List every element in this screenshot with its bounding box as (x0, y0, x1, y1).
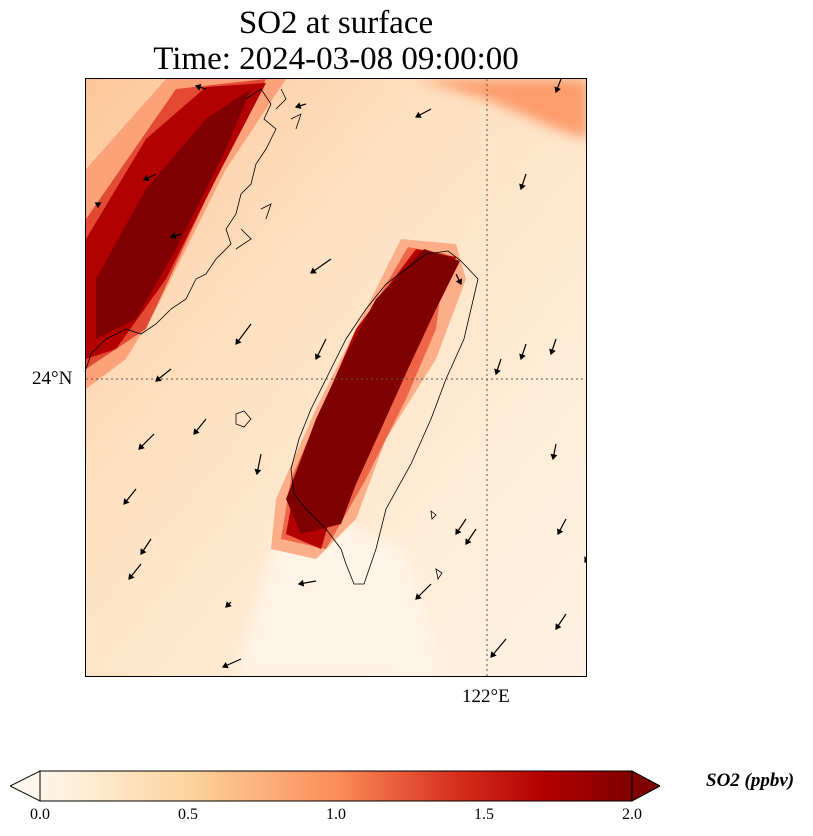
lat-tick-label: 24°N (32, 368, 73, 389)
wind-arrow-head (555, 623, 562, 630)
map-title: SO2 at surface (238, 5, 434, 41)
wind-arrow-head (519, 353, 526, 361)
nw-plume-core (96, 89, 251, 339)
penghu-islands (235, 410, 252, 428)
wind-arrow-head (254, 468, 262, 476)
taiwan-plume (271, 239, 466, 559)
wind-arrow-head (194, 84, 202, 91)
wind-arrow-head (554, 86, 561, 94)
colorbar-tick-label: 2.0 (622, 806, 642, 823)
small-islands (430, 510, 443, 581)
coastal-islands (235, 88, 302, 250)
wind-arrow-head (140, 548, 147, 555)
coastlines (86, 88, 479, 585)
wind-arrow-head (193, 428, 200, 435)
wind-arrow-head (155, 375, 162, 382)
wind-arrow-head (138, 443, 145, 450)
nw-plume (86, 79, 286, 389)
wind-arrow-head (415, 593, 422, 600)
wind-arrow-head (414, 111, 422, 118)
wind-arrow-head (297, 579, 305, 587)
map-panel (85, 78, 587, 677)
colorbar-gradient (39, 770, 633, 802)
wind-arrow-head (310, 267, 317, 274)
colorbar-tick-label: 1.0 (326, 806, 346, 823)
wind-arrow-head (465, 538, 472, 545)
lon-tick-label: 122°E (462, 686, 510, 707)
wind-arrow-head (584, 556, 586, 564)
wind-arrow-head (557, 528, 564, 536)
taiwan-coast (290, 250, 479, 585)
wind-arrow-head (142, 174, 150, 182)
colorbar-tick-label: 0.0 (30, 806, 50, 823)
wind-arrow-head (169, 232, 177, 239)
wind-arrow-head (519, 183, 526, 191)
wind-arrow-head (455, 528, 462, 535)
gridlines (86, 79, 586, 676)
map-time-subtitle: Time: 2024-03-08 09:00:00 (153, 41, 519, 77)
so2-field-map (86, 79, 586, 676)
wind-arrow-head (314, 353, 322, 361)
colorbar-extend-min (10, 770, 41, 802)
china-coast (86, 88, 277, 370)
wind-arrow-head (490, 651, 497, 658)
colorbar-label: SO2 (ppbv) (706, 770, 795, 791)
colorbar-tick-label: 1.5 (474, 806, 494, 823)
wind-arrow-head (128, 573, 135, 580)
ne-band (416, 79, 586, 139)
wind-arrow-head (494, 368, 501, 376)
wind-arrow-head (123, 498, 130, 505)
wind-arrow-head (294, 102, 302, 109)
colorbar (10, 770, 660, 802)
wind-arrow-head (94, 202, 102, 209)
wind-vectors (94, 79, 586, 669)
colorbar-tick-label: 0.5 (178, 806, 198, 823)
colorbar-extend-max (631, 770, 660, 802)
wind-arrow-head (549, 348, 556, 356)
wind-arrow-head (235, 338, 242, 345)
tw-plume-core (286, 249, 460, 534)
wind-arrow-head (455, 278, 463, 286)
wind-arrow-head (225, 601, 232, 608)
wind-arrow-head (221, 661, 229, 669)
wind-arrow-head (550, 453, 558, 461)
